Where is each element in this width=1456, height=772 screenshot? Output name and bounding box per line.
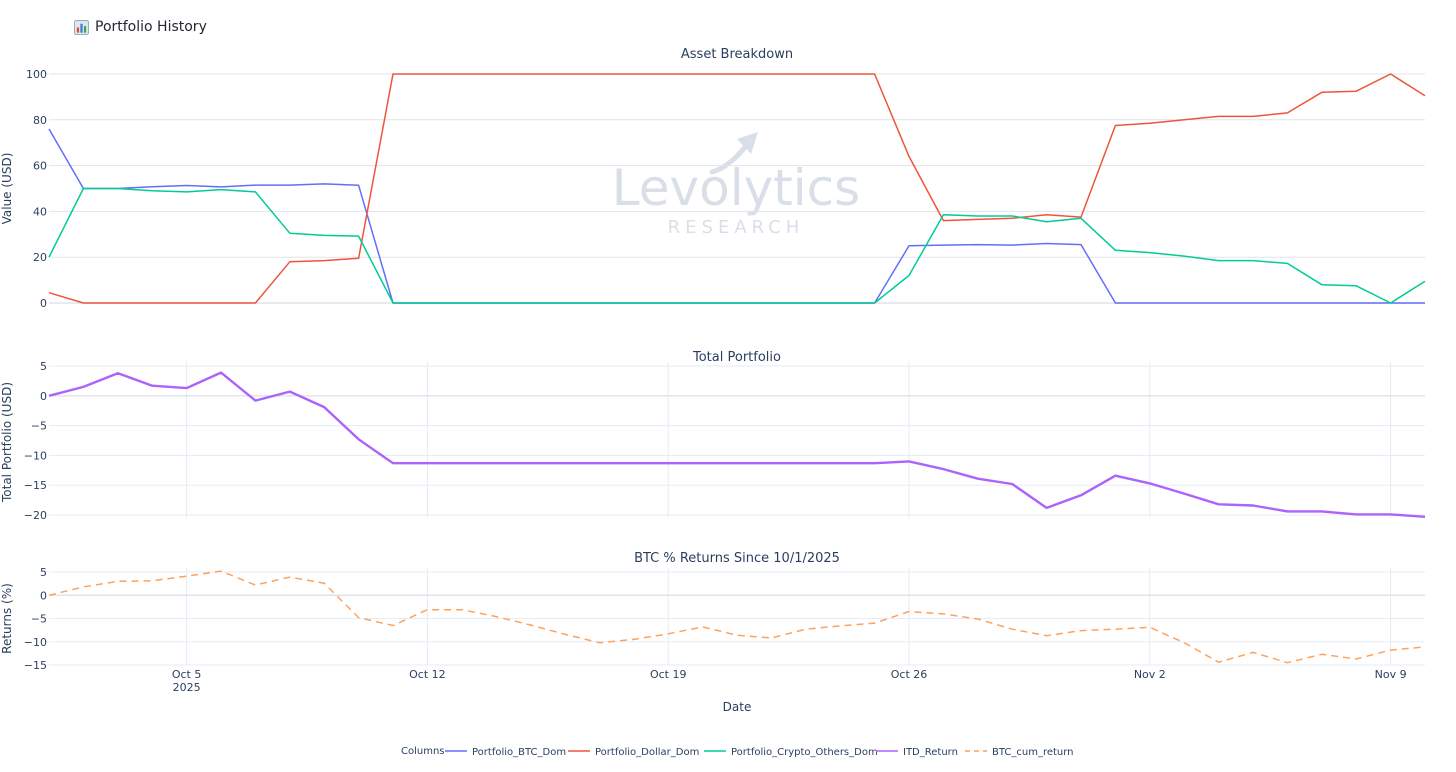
subplot-2: 5 0 −5 −10 −15 −20 Total Portfolio Total Portfo… <box>0 350 1426 522</box>
subplot-1: 0 20 40 60 80 100 Asset Breakdown Value (USD) <box>0 47 1426 310</box>
legend-item[interactable]: Portfolio_Dollar_Dom <box>568 747 699 758</box>
x-tick-label: Oct 5 <box>172 668 202 681</box>
subplot-title: Total Portfolio <box>692 350 781 365</box>
x-tick-sublabel: 2025 <box>173 681 201 694</box>
y-tick-label: 80 <box>33 114 47 127</box>
legend-label: Portfolio_Crypto_Others_Dom <box>731 747 878 758</box>
y-tick-label: −5 <box>31 613 47 626</box>
legend-title: Columns <box>401 746 445 757</box>
watermark-arrow <box>709 143 749 175</box>
x-tick-label: Oct 26 <box>891 668 928 681</box>
y-tick-label: −15 <box>24 659 47 672</box>
y-tick-label: 0 <box>40 297 47 310</box>
x-tick-label: Nov 2 <box>1134 668 1166 681</box>
watermark: Levolytics RESEARCH <box>612 132 860 238</box>
y-tick-label: 100 <box>26 68 47 81</box>
watermark-sub-text: RESEARCH <box>668 217 805 238</box>
watermark-logo-text: Levolytics <box>612 159 860 217</box>
subplot-title: BTC % Returns Since 10/1/2025 <box>634 551 840 566</box>
subplot-title: Asset Breakdown <box>681 47 793 62</box>
subplot-3: 5 0 −5 −10 −15 BTC % Returns Since 10/1/2025 R… <box>0 551 1426 672</box>
x-tick-label: Oct 12 <box>409 668 446 681</box>
y-tick-label: −5 <box>31 420 47 433</box>
y-tick-label: 0 <box>40 390 47 403</box>
watermark-arrowhead <box>737 132 758 154</box>
y-tick-label: −15 <box>24 479 47 492</box>
y-axis-title: Value (USD) <box>0 153 14 225</box>
legend-item[interactable]: Portfolio_Crypto_Others_Dom <box>704 747 878 758</box>
legend-label: Portfolio_BTC_Dom <box>472 747 566 758</box>
y-tick-label: 60 <box>33 160 47 173</box>
page-header: Portfolio History <box>74 16 207 38</box>
series-line-btc-cum-return[interactable] <box>48 570 1426 664</box>
bar-chart-icon <box>74 19 89 35</box>
x-tick-label: Oct 19 <box>650 668 687 681</box>
y-tick-label: 40 <box>33 205 47 218</box>
series-line-portfolio-dollar-dom[interactable] <box>48 73 1426 304</box>
y-tick-label: −20 <box>24 509 47 522</box>
y-axis-title: Returns (%) <box>0 583 14 654</box>
legend-label: ITD_Return <box>903 747 958 758</box>
legend-item[interactable]: BTC_cum_return <box>965 747 1074 758</box>
legend-item[interactable]: Portfolio_BTC_Dom <box>445 747 566 758</box>
page-title: Portfolio History <box>95 19 207 35</box>
y-tick-label: 20 <box>33 251 47 264</box>
series-line-itd-return[interactable] <box>48 371 1426 518</box>
x-tick-label: Nov 9 <box>1375 668 1407 681</box>
x-axis-title: Date <box>723 700 752 714</box>
y-axis-title: Total Portfolio (USD) <box>0 382 14 503</box>
series-line-portfolio-btc-dom[interactable] <box>48 128 1425 304</box>
legend: Columns Portfolio_BTC_Dom Portfolio_Dollar… <box>401 746 1074 758</box>
legend-item[interactable]: ITD_Return <box>876 747 958 758</box>
legend-label: Portfolio_Dollar_Dom <box>595 747 699 758</box>
y-tick-label: 5 <box>40 360 47 373</box>
legend-label: BTC_cum_return <box>992 747 1074 758</box>
y-tick-label: −10 <box>24 449 47 462</box>
y-tick-label: 0 <box>40 589 47 602</box>
y-tick-label: −10 <box>24 636 47 649</box>
y-tick-label: 5 <box>40 566 47 579</box>
series-line-portfolio-crypto-others-dom[interactable] <box>48 187 1426 304</box>
